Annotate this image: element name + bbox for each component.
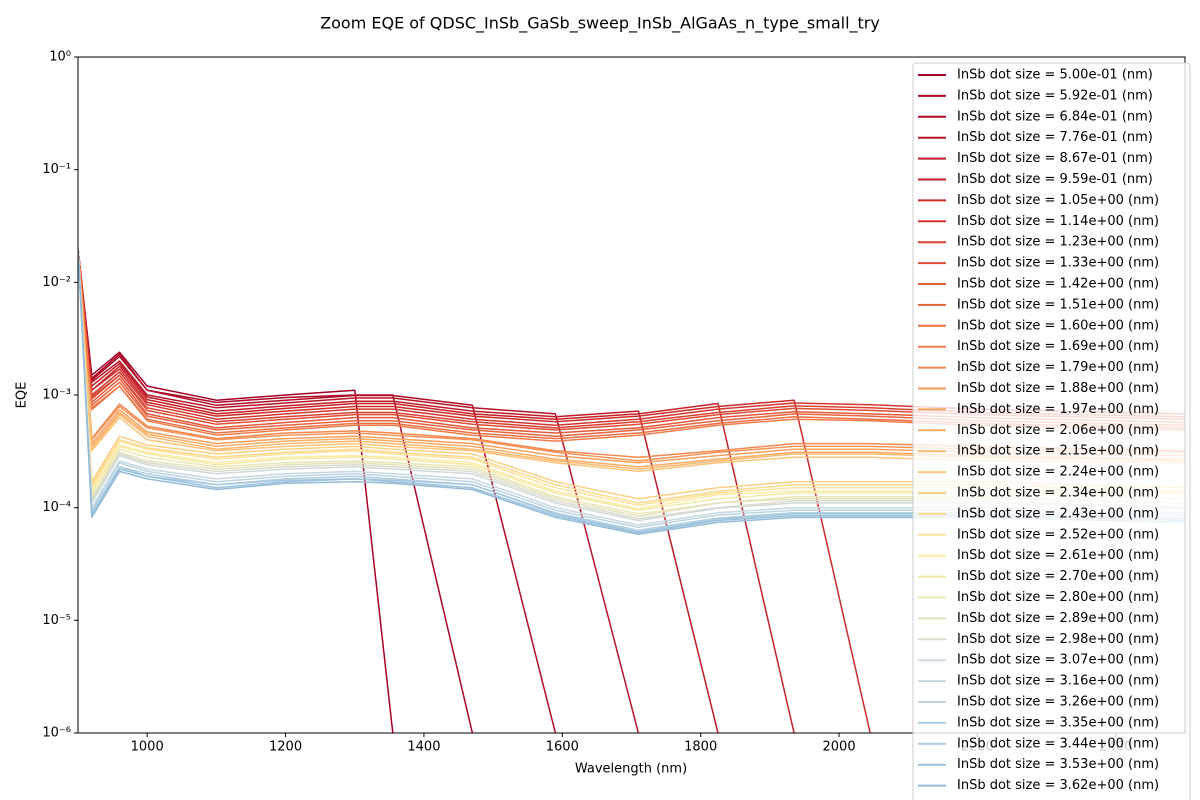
legend-label: InSb dot size = 2.06e+00 (nm) <box>957 423 1159 438</box>
legend-label: InSb dot size = 3.07e+00 (nm) <box>957 653 1159 668</box>
legend-label: InSb dot size = 3.16e+00 (nm) <box>957 674 1159 689</box>
series-line <box>78 248 1185 511</box>
y-tick-label: 10⁻² <box>42 275 71 290</box>
legend-label: InSb dot size = 1.33e+00 (nm) <box>957 256 1159 271</box>
series-line <box>78 248 1185 534</box>
legend-label: InSb dot size = 2.43e+00 (nm) <box>957 506 1159 521</box>
x-tick-label: 2000 <box>823 740 856 755</box>
series-line <box>78 248 1185 462</box>
legend-label: InSb dot size = 1.42e+00 (nm) <box>957 277 1159 292</box>
y-tick-label: 10⁰ <box>49 50 71 65</box>
series-line <box>78 248 1185 520</box>
legend-label: InSb dot size = 1.97e+00 (nm) <box>957 402 1159 417</box>
y-tick-label: 10⁻⁶ <box>42 726 71 741</box>
series-line <box>78 248 1185 507</box>
legend-label: InSb dot size = 3.35e+00 (nm) <box>957 715 1159 730</box>
legend-label: InSb dot size = 2.70e+00 (nm) <box>957 569 1159 584</box>
y-tick-label: 10⁻⁴ <box>42 500 71 515</box>
x-tick-label: 1800 <box>684 740 717 755</box>
legend-label: InSb dot size = 1.60e+00 (nm) <box>957 318 1159 333</box>
legend-label: InSb dot size = 2.98e+00 (nm) <box>957 632 1159 647</box>
legend-label: InSb dot size = 1.23e+00 (nm) <box>957 235 1159 250</box>
legend-label: InSb dot size = 5.00e-01 (nm) <box>957 68 1153 83</box>
series-line <box>78 248 1185 522</box>
legend-label: InSb dot size = 2.89e+00 (nm) <box>957 611 1159 626</box>
legend-label: InSb dot size = 1.51e+00 (nm) <box>957 297 1159 312</box>
legend-label: InSb dot size = 1.69e+00 (nm) <box>957 339 1159 354</box>
legend-label: InSb dot size = 6.84e-01 (nm) <box>957 109 1153 124</box>
series-line <box>78 248 1185 470</box>
series-line <box>78 248 1185 429</box>
series-line <box>78 248 1185 434</box>
series-line <box>78 248 1185 464</box>
series-line <box>78 248 1185 468</box>
legend-label: InSb dot size = 1.14e+00 (nm) <box>957 214 1159 229</box>
legend-label: InSb dot size = 2.15e+00 (nm) <box>957 444 1159 459</box>
series-line <box>78 248 1185 442</box>
legend-label: InSb dot size = 2.61e+00 (nm) <box>957 548 1159 563</box>
series-line <box>78 248 1185 473</box>
series-line <box>78 248 1185 426</box>
series-line <box>78 248 1185 438</box>
series-line <box>78 248 1185 533</box>
x-tick-label: 1000 <box>131 740 164 755</box>
legend-label: InSb dot size = 1.88e+00 (nm) <box>957 381 1159 396</box>
legend-label: InSb dot size = 3.44e+00 (nm) <box>957 736 1159 751</box>
legend-label: InSb dot size = 3.26e+00 (nm) <box>957 695 1159 710</box>
plot-area <box>78 248 1185 733</box>
series-line <box>78 248 1185 431</box>
series-line <box>78 248 1185 517</box>
legend-label: InSb dot size = 3.62e+00 (nm) <box>957 778 1159 793</box>
series-line <box>78 248 1185 515</box>
series-line <box>78 248 1185 459</box>
y-tick-label: 10⁻⁵ <box>42 613 71 628</box>
series-line <box>78 248 871 733</box>
legend-box <box>912 62 1191 800</box>
legend-label: InSb dot size = 5.92e-01 (nm) <box>957 88 1153 103</box>
legend-label: InSb dot size = 2.34e+00 (nm) <box>957 486 1159 501</box>
series-line <box>78 248 640 733</box>
x-axis-label: Wavelength (nm) <box>575 762 687 777</box>
chart-title: Zoom EQE of QDSC_InSb_GaSb_sweep_InSb_Al… <box>320 14 880 34</box>
series-line <box>78 248 1185 529</box>
series-line <box>78 248 1185 526</box>
y-tick-label: 10⁻¹ <box>42 162 71 177</box>
series-line <box>78 248 557 733</box>
legend-label: InSb dot size = 1.05e+00 (nm) <box>957 193 1159 208</box>
legend-label: InSb dot size = 7.76e-01 (nm) <box>957 130 1153 145</box>
legend-label: InSb dot size = 2.52e+00 (nm) <box>957 527 1159 542</box>
legend-label: InSb dot size = 8.67e-01 (nm) <box>957 151 1153 166</box>
series-line <box>78 248 1185 504</box>
legend-label: InSb dot size = 2.24e+00 (nm) <box>957 465 1159 480</box>
series-line <box>78 248 719 733</box>
y-axis-label: EQE <box>15 382 30 409</box>
x-tick-label: 1400 <box>407 740 440 755</box>
legend: InSb dot size = 5.00e-01 (nm) InSb dot si… <box>912 62 1191 800</box>
x-tick-label: 1600 <box>546 740 579 755</box>
legend-label: InSb dot size = 9.59e-01 (nm) <box>957 172 1153 187</box>
series-line <box>78 248 1185 500</box>
series-line <box>78 248 1185 510</box>
legend-label: InSb dot size = 2.80e+00 (nm) <box>957 590 1159 605</box>
series-line <box>78 248 394 733</box>
legend-label: InSb dot size = 1.79e+00 (nm) <box>957 360 1159 375</box>
legend-label: InSb dot size = 3.53e+00 (nm) <box>957 757 1159 772</box>
x-tick-label: 1200 <box>269 740 302 755</box>
series-line <box>78 248 795 733</box>
y-tick-label: 10⁻³ <box>42 388 71 403</box>
series-line <box>78 248 1185 536</box>
